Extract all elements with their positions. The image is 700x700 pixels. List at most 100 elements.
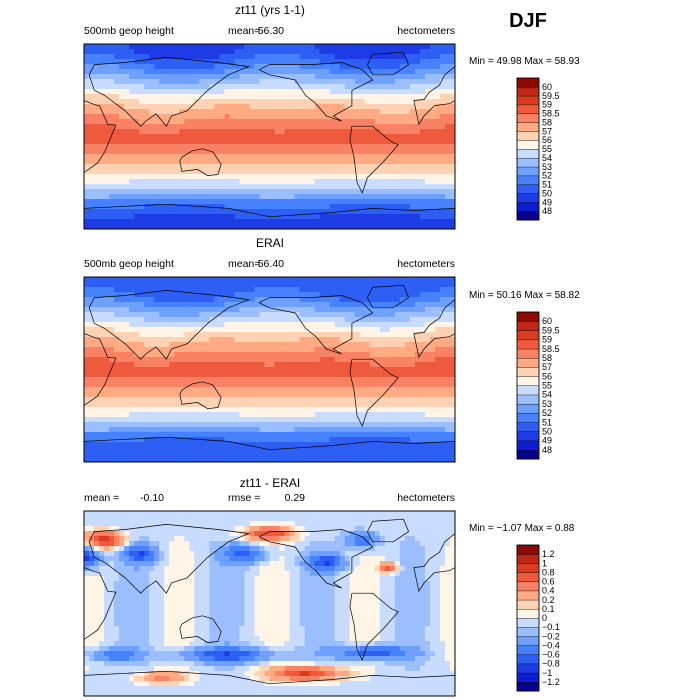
contour-cell [314,184,321,190]
contour-cell [409,144,416,150]
contour-cell [94,49,100,55]
contour-cell [409,94,416,100]
contour-cell [279,347,286,353]
contour-cell [394,297,401,303]
contour-cell [379,64,386,70]
contour-cell [319,382,326,388]
contour-cell [394,312,401,318]
contour-cell [154,49,160,55]
contour-cell [419,129,426,135]
contour-cell [409,372,416,378]
contour-cell [244,277,251,283]
contour-cell [414,129,421,135]
contour-cell [314,387,321,393]
contour-cell [179,94,185,100]
contour-cell [324,159,331,165]
contour-cell [194,74,200,80]
contour-cell [359,64,366,70]
contour-cell [224,282,230,288]
contour-cell [444,159,451,165]
contour-cell [344,372,351,378]
contour-cell [384,89,391,95]
contour-cell [434,104,441,110]
contour-cell [129,89,135,95]
contour-cell [319,174,326,180]
contour-cell [129,174,135,180]
panel-title: zt11 (yrs 1-1) [235,3,305,17]
contour-cell [409,302,416,308]
contour-cell [424,159,431,165]
contour-cell [219,174,225,180]
contour-cell [434,347,441,353]
contour-cell [294,209,301,215]
contour-cell [299,332,306,338]
contour-cell [409,352,416,358]
contour-cell [189,159,195,165]
contour-cell [119,307,125,313]
contour-cell [279,367,286,373]
contour-cell [284,302,291,308]
contour-cell [274,149,281,155]
contour-cell [204,114,210,120]
contour-cell [269,184,276,190]
contour-cell [184,99,190,105]
contour-cell [154,74,160,80]
contour-cell [229,84,235,90]
contour-cell [344,114,351,120]
contour-cell [264,219,271,225]
contour-cell [219,347,225,353]
contour-cell [284,307,291,313]
contour-cell [254,64,261,70]
contour-cell [289,362,296,368]
contour-cell [314,224,321,229]
contour-cell [279,84,286,90]
contour-cell [439,84,446,90]
contour-cell [339,322,346,328]
contour-cell [199,327,205,333]
contour-cell [334,189,341,195]
contour-cell [129,297,135,303]
contour-cell [319,134,326,140]
contour-cell [199,392,205,398]
contour-cell [109,327,115,333]
contour-cell [379,134,386,140]
contour-cell [344,347,351,353]
contour-cell [334,49,341,55]
contour-cell [419,347,426,353]
contour-cell [449,297,455,303]
contour-cell [154,209,160,215]
contour-cell [124,317,130,323]
contour-cell [244,179,251,185]
contour-cell [94,302,100,308]
contour-cell [139,199,145,205]
contour-cell [114,287,120,293]
contour-cell [144,407,150,413]
contour-cell [394,417,401,423]
contour-cell [449,224,455,229]
contour-cell [159,124,165,130]
contour-cell [184,174,190,180]
contour-cell [399,174,406,180]
contour-cell [424,387,431,393]
contour-cell [284,297,291,303]
contour-cell [389,199,396,205]
contour-cell [294,307,301,313]
contour-cell [184,372,190,378]
contour-cell [179,352,185,358]
contour-cell [179,417,185,423]
contour-cell [169,282,175,288]
contour-cell [389,169,396,175]
contour-cell [399,332,406,338]
contour-cell [284,44,291,50]
contour-cell [249,312,256,318]
contour-cell [394,99,401,105]
contour-cell [294,134,301,140]
contour-cell [354,109,361,115]
contour-cell [414,302,421,308]
contour-cell [314,307,321,313]
contour-cell [414,59,421,65]
contour-cell [204,144,210,150]
contour-cell [219,224,225,229]
contour-cell [179,312,185,318]
contour-cell [379,59,386,65]
